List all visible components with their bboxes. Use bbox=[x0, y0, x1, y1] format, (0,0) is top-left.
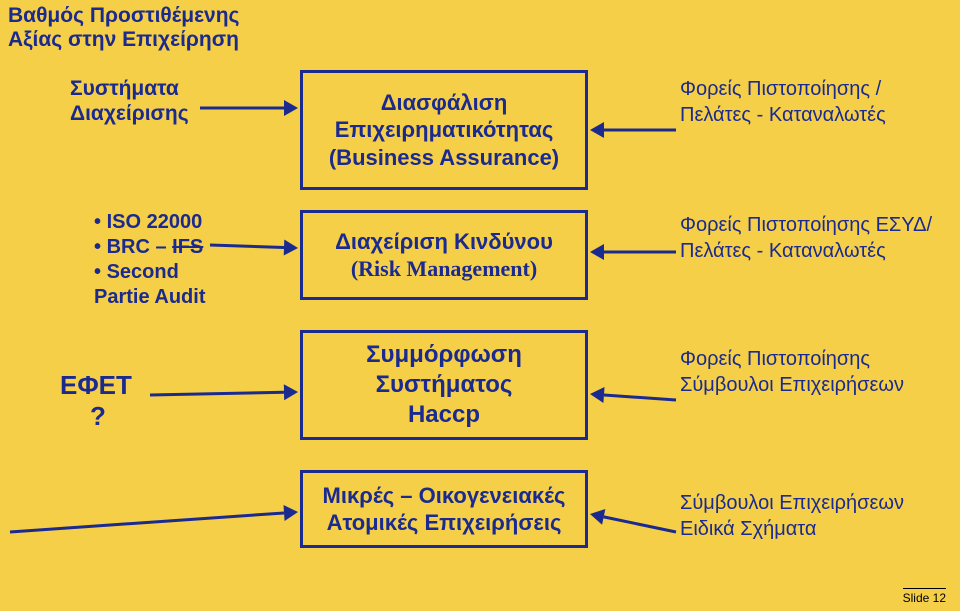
right-row2: Φορείς Πιστοποίησης ΕΣΥΔ/ Πελάτες - Κατα… bbox=[680, 212, 932, 264]
c3-l2: Συστήματος bbox=[376, 370, 513, 400]
right-row4: Σύμβουλοι Επιχειρήσεων Ειδικά Σχήματα bbox=[680, 490, 904, 542]
c3-l3: Haccp bbox=[408, 400, 480, 430]
arrow-left-row2 bbox=[198, 233, 310, 260]
bullet-brc: BRC – IFS bbox=[94, 235, 206, 260]
center-box-1: Διασφάλιση Επιχειρηματικότητας (Business… bbox=[300, 70, 588, 190]
arrow-right-row1 bbox=[578, 118, 688, 142]
right-row1: Φορείς Πιστοποίησης / Πελάτες - Καταναλω… bbox=[680, 76, 886, 128]
page-title: Βαθμός Προστιθέμενης Αξίας στην Επιχείρη… bbox=[8, 4, 239, 52]
c1-l3: (Business Assurance) bbox=[329, 144, 559, 172]
c2-l1: Διαχείριση Κινδύνου bbox=[335, 228, 553, 256]
right-row3: Φορείς Πιστοποίησης Σύμβουλοι Επιχειρήσε… bbox=[680, 346, 904, 398]
title-line2: Αξίας στην Επιχείρηση bbox=[8, 28, 239, 52]
center-box-3: Συμμόρφωση Συστήματος Haccp bbox=[300, 330, 588, 440]
left-row1-l1: Συστήματα bbox=[70, 76, 189, 101]
arrow-right-row3 bbox=[578, 382, 688, 412]
c2-l2: (Risk Management) bbox=[351, 255, 537, 283]
left-row1-l2: Διαχείρισης bbox=[70, 101, 189, 126]
arrow-left-row3 bbox=[138, 380, 310, 407]
c1-l1: Διασφάλιση bbox=[381, 89, 508, 117]
center-box-4: Μικρές – Οικογενειακές Ατομικές Επιχειρή… bbox=[300, 470, 588, 548]
c4-l2: Ατομικές Επιχειρήσεις bbox=[327, 509, 562, 537]
c4-l1: Μικρές – Οικογενειακές bbox=[323, 482, 566, 510]
arrow-right-row4 bbox=[578, 502, 688, 544]
arrow-left-row4 bbox=[0, 500, 310, 544]
c3-l1: Συμμόρφωση bbox=[366, 340, 522, 370]
bullet-iso: ISO 22000 bbox=[94, 210, 206, 235]
bullet-second: Second Partie Audit bbox=[94, 260, 206, 310]
center-box-2: Διαχείριση Κινδύνου (Risk Management) bbox=[300, 210, 588, 300]
left-row2: ISO 22000 BRC – IFS Second Partie Audit bbox=[94, 210, 206, 310]
arrow-right-row2 bbox=[578, 240, 688, 264]
efet-label: ΕΦΕΤ bbox=[60, 370, 132, 401]
c1-l2: Επιχειρηματικότητας bbox=[335, 116, 554, 144]
title-line1: Βαθμός Προστιθέμενης bbox=[8, 4, 239, 28]
arrow-left-row1 bbox=[188, 96, 310, 120]
efet-question: ? bbox=[90, 401, 132, 432]
left-row1: Συστήματα Διαχείρισης bbox=[70, 76, 189, 126]
slide-footer: Slide 12 bbox=[903, 588, 946, 605]
left-row3: ΕΦΕΤ ? bbox=[60, 370, 132, 432]
